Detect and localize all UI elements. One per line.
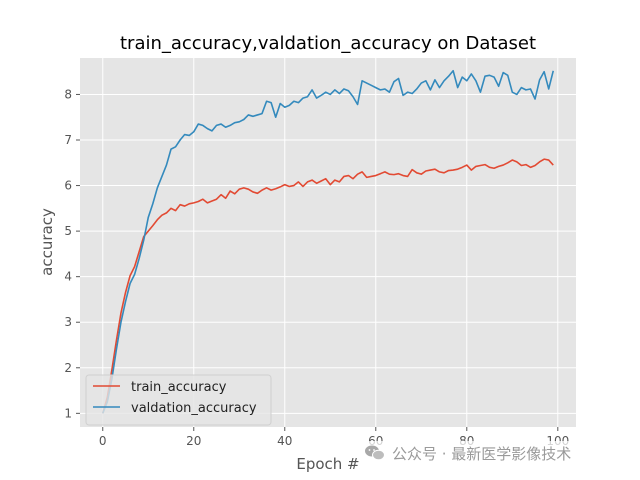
series-lines	[101, 69, 555, 414]
x-tick-label: 0	[99, 434, 107, 448]
grid	[80, 58, 576, 427]
legend-label-validation: valdation_accuracy	[131, 401, 257, 416]
legend-box	[85, 374, 272, 426]
y-tick-label: 3	[64, 315, 72, 329]
watermark-text: 公众号 · 最新医学影像技术	[392, 444, 572, 463]
legend-label-train: train_accuracy	[131, 380, 227, 395]
validation-accuracy-line	[102, 69, 555, 414]
watermark: 公众号 · 最新医学影像技术	[362, 441, 574, 465]
y-tick-label: 6	[64, 179, 72, 193]
x-axis-label: Epoch #	[296, 455, 359, 473]
y-tick-label: 2	[64, 361, 72, 375]
train-accuracy-line	[101, 158, 554, 414]
x-tick-label: 20	[186, 434, 201, 448]
x-tick-label: 40	[277, 434, 292, 448]
y-tick-label: 8	[64, 87, 72, 101]
y-tick-label: 1	[64, 406, 72, 420]
chart-title: train_accuracy,valdation_accuracy on Dat…	[120, 33, 536, 54]
y-tick-label: 7	[64, 133, 72, 147]
y-tick-label: 5	[64, 224, 72, 238]
y-axis-label: accuracy	[38, 208, 56, 276]
plot-area	[80, 58, 576, 427]
legend: train_accuracy valdation_accuracy	[85, 374, 272, 426]
wechat-icon	[365, 445, 385, 461]
y-tick-label: 4	[64, 270, 72, 284]
